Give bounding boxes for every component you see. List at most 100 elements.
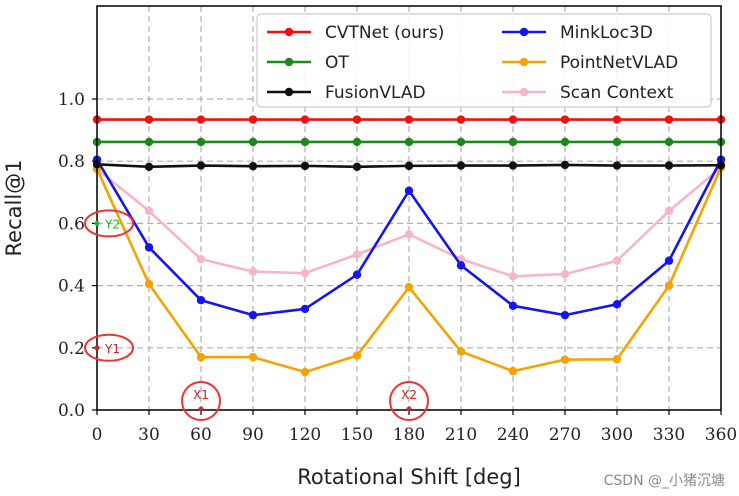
data-point [456,261,466,270]
data-point [664,137,674,147]
x-tick-label: 0 [92,425,103,445]
data-point [196,115,206,124]
legend-item-minkloc3d: MinkLoc3D [502,23,653,43]
annotations: Y2 Y1 X1 X2 [84,209,429,421]
x-axis-title: Rotational Shift [deg] [297,465,521,489]
data-point [508,137,518,147]
x-tick-label: 30 [138,425,160,445]
data-point [196,254,206,264]
data-point [612,137,622,147]
data-point [560,160,570,170]
data-point [456,115,466,124]
data-point [508,272,518,281]
legend-item-pointnetvlad: PointNetVLAD [502,53,678,73]
data-point [352,162,362,171]
legend-box [256,13,712,108]
annotation-label: Y1 [104,342,120,356]
x-tick-label: 210 [445,425,477,445]
annotation-label: Y2 [104,217,120,231]
data-point [404,282,414,292]
legend-item-cvtnet-ours-: CVTNet (ours) [267,23,444,43]
data-point [352,115,362,124]
y-tick-label: 0.4 [58,277,85,297]
data-point [404,161,414,171]
data-point [196,161,206,170]
legend-item-ot: OT [267,53,349,73]
series-fusionvlad [92,160,726,171]
data-point [508,161,518,170]
y-axis-title: Recall@1 [2,159,26,256]
data-point [612,161,622,170]
annotation-circle [389,381,429,421]
data-point [404,186,414,195]
annotation-y2: Y2 [84,209,134,238]
x-tick-label: 60 [190,425,212,445]
data-point [560,115,570,124]
data-point [144,206,154,216]
x-tick-label: 120 [289,425,321,445]
data-point [300,367,310,377]
data-point [248,310,258,320]
data-point [404,115,414,124]
data-point [664,256,674,265]
legend-label: CVTNet (ours) [325,23,444,43]
data-point [508,366,518,376]
data-point [612,355,622,364]
legend-swatch-marker [284,57,294,67]
data-point [664,161,674,170]
data-point [560,269,570,279]
legend-swatch-marker [284,87,294,97]
data-point [404,137,414,147]
y-tick-label: 0.8 [58,152,85,172]
x-tick-label: 240 [497,425,529,445]
annotation-dot [406,406,412,412]
x-tick-label: 180 [393,425,425,445]
legend-swatch-marker [284,27,294,37]
axis-ticks: 0 30 60 90 120 150 180 210 240 270 300 330 360 0.0 0.2… [58,90,737,445]
data-point [196,137,206,147]
series-cvtnet-ours- [92,115,726,124]
legend: CVTNet (ours) MinkLoc3D OT PointNetVLAD Fusi… [256,13,712,108]
data-point [612,115,622,124]
data-point [508,115,518,124]
data-point [248,161,258,171]
annotation-dot [94,220,100,226]
legend-label: Scan Context [560,83,674,103]
annotation-x1: X1 [181,381,221,421]
data-point [144,279,154,289]
data-point [196,296,206,305]
legend-label: MinkLoc3D [560,23,653,43]
data-point [248,115,258,124]
x-tick-label: 330 [653,425,685,445]
data-point [144,137,154,147]
series-pointnetvlad [92,163,726,377]
data-point [300,115,310,124]
data-point [248,137,258,147]
data-point [352,137,362,147]
data-point [560,137,570,147]
annotation-x2: X2 [389,381,429,421]
data-point [664,281,674,290]
data-point [508,301,518,311]
annotation-circle [84,333,134,362]
data-point [664,115,674,124]
y-tick-label: 0.0 [58,401,85,421]
x-tick-label: 270 [549,425,581,445]
data-point [664,206,674,216]
legend-label: FusionVLAD [325,83,426,103]
data-point [300,161,310,171]
y-tick-label: 0.2 [58,339,85,359]
data-point [352,351,362,360]
data-point [612,300,622,309]
legend-label: OT [325,53,349,73]
data-point [300,304,310,314]
annotation-label: X1 [193,388,209,402]
legend-swatch-marker [519,27,529,37]
data-point [560,355,570,364]
data-point [456,137,466,147]
annotation-circle [84,209,134,238]
data-point [404,230,414,239]
data-point [456,347,466,356]
x-tick-label: 150 [341,425,373,445]
legend-item-scan-context: Scan Context [502,83,674,103]
